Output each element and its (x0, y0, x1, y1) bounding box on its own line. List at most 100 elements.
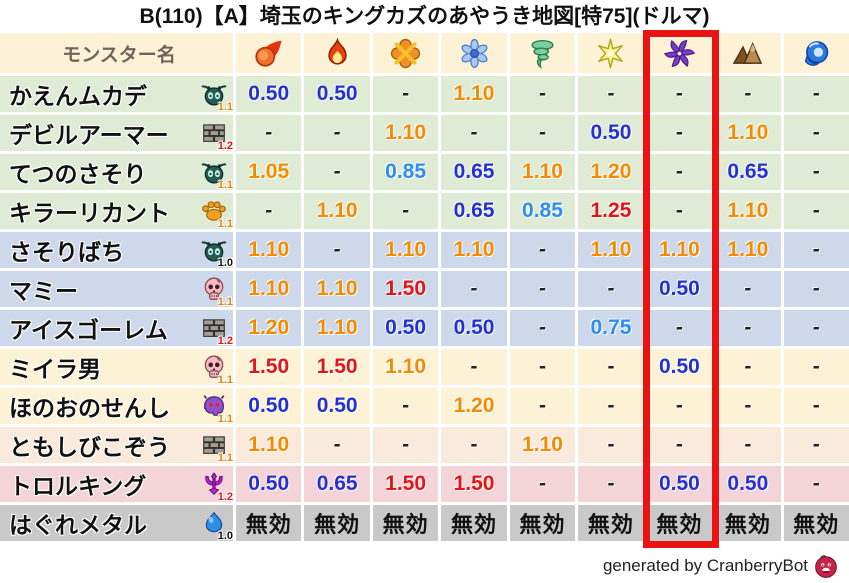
resistance-value-cell: - (646, 388, 713, 424)
resistance-value-cell: - (372, 427, 439, 463)
monster-name-cell: さそりばち 1.0 (0, 232, 233, 268)
resistance-value-cell: 無効 (236, 505, 302, 541)
bug-icon: 1.0 (199, 235, 233, 268)
element-header-snowflake (441, 33, 507, 73)
bug-icon: 1.1 (199, 157, 233, 190)
resistance-value-cell: - (783, 115, 849, 151)
element-header-fireball (236, 33, 302, 73)
tornado-icon (527, 38, 558, 69)
brick-icon: 1.2 (199, 313, 233, 346)
paw-icon: 1.1 (199, 196, 233, 229)
resistance-value-cell: 1.10 (715, 115, 781, 151)
resistance-value-cell: - (372, 388, 439, 424)
monster-name-cell: トロルキング 1.2 (0, 466, 233, 502)
monster-name-cell: デビルアーマー 1.2 (0, 115, 233, 151)
resistance-value-cell: - (441, 115, 507, 151)
resistance-value-cell: 0.85 (372, 154, 439, 190)
resistance-value-cell: - (509, 271, 576, 307)
monster-name: かえんムカデ (9, 83, 147, 109)
fireball-icon (253, 38, 284, 69)
monster-name: ミイラ男 (9, 356, 101, 382)
monster-row: キラーリカント 1.1-1.10-0.65 0.85 1.25-1.10- (0, 193, 849, 229)
monster-row: ミイラ男 1.1 1.50 1.50 1.10- - -0.50- - (0, 349, 849, 385)
resistance-value-cell: 1.20 (236, 310, 302, 346)
resistance-value-cell: - (646, 427, 713, 463)
cranberry-icon (813, 553, 839, 579)
resistance-value-cell: 0.50 (236, 388, 302, 424)
resistance-value-cell: - (578, 427, 644, 463)
resistance-value-cell: 0.50 (304, 388, 370, 424)
resistance-value-cell: 無効 (646, 505, 713, 541)
resistance-value-cell: - (783, 466, 849, 502)
demon-icon: 1.1 (199, 391, 233, 424)
resistance-value-cell: 0.50 (372, 310, 439, 346)
resistance-value-cell: - (646, 76, 713, 112)
monster-name: デビルアーマー (9, 122, 169, 148)
monster-name: トロルキング (9, 473, 147, 499)
resistance-value-cell: - (783, 232, 849, 268)
resistance-value-cell: 0.50 (715, 466, 781, 502)
resistance-value-cell: 0.50 (646, 271, 713, 307)
brick-icon: 1.1 (199, 430, 233, 463)
resistance-value-cell: - (646, 115, 713, 151)
brick-icon: 1.2 (199, 118, 233, 151)
monster-name: アイスゴーレム (9, 317, 168, 343)
monster-name-cell: アイスゴーレム 1.2 (0, 310, 233, 346)
monster-name: ほのおのせんし (9, 395, 170, 421)
monster-row: マミー 1.1 1.10 1.10 1.50- - -0.50- - (0, 271, 849, 307)
resistance-value-cell: - (304, 154, 370, 190)
resistance-value-cell: - (578, 466, 644, 502)
resistance-value-cell: - (783, 427, 849, 463)
monster-name-cell: てつのさそり 1.1 (0, 154, 233, 190)
resistance-value-cell: - (509, 232, 576, 268)
skull-icon: 1.1 (199, 352, 233, 385)
monster-name: さそりばち (9, 239, 124, 265)
resistance-value-cell: 1.10 (441, 76, 507, 112)
resistance-value-cell: 無効 (372, 505, 439, 541)
monster-row: さそりばち 1.0 1.10-1.10 1.10-1.10 1.10 1.10- (0, 232, 849, 268)
spark-icon (595, 38, 626, 69)
resistance-value-cell: - (509, 349, 576, 385)
resistance-value-cell: - (509, 466, 576, 502)
family-rate-badge: 1.1 (217, 179, 233, 190)
resistance-value-cell: 1.10 (236, 427, 302, 463)
resistance-value-cell: - (783, 388, 849, 424)
element-header-mountain (715, 33, 781, 73)
monster-name: てつのさそり (9, 161, 147, 187)
resistance-value-cell: - (304, 427, 370, 463)
element-header-flame (304, 33, 370, 73)
resistance-value-cell: 0.65 (715, 154, 781, 190)
resistance-value-cell: - (646, 193, 713, 229)
footer: generated by CranberryBot (603, 553, 839, 579)
bug-icon: 1.1 (199, 79, 233, 112)
resistance-value-cell: 1.50 (372, 466, 439, 502)
resistance-value-cell: 0.50 (578, 115, 644, 151)
resistance-value-cell: - (715, 271, 781, 307)
resistance-value-cell: 1.25 (578, 193, 644, 229)
resistance-value-cell: 1.10 (509, 154, 576, 190)
resistance-value-cell: 無効 (715, 505, 781, 541)
resistance-value-cell: 0.65 (441, 154, 507, 190)
resistance-value-cell: 0.50 (441, 310, 507, 346)
pinwheel-icon (664, 38, 695, 69)
resistance-value-cell: 1.10 (715, 232, 781, 268)
resistance-value-cell: 0.50 (646, 466, 713, 502)
family-rate-badge: 1.1 (217, 218, 233, 229)
resistance-value-cell: 1.10 (509, 427, 576, 463)
family-rate-badge: 1.2 (217, 140, 233, 151)
wave-icon (801, 38, 832, 69)
monster-name: ともしびこぞう (9, 434, 170, 460)
slime-icon: 1.0 (199, 508, 233, 541)
resistance-value-cell: 1.10 (578, 232, 644, 268)
flame-icon (322, 38, 353, 69)
resistance-value-cell: 1.10 (715, 193, 781, 229)
resistance-value-cell: - (372, 76, 439, 112)
resistance-value-cell: - (236, 193, 302, 229)
resistance-value-cell: - (715, 349, 781, 385)
monster-row: かえんムカデ 1.1 0.50 0.50-1.10- - - - - (0, 76, 849, 112)
resistance-value-cell: 0.50 (236, 76, 302, 112)
resistance-value-cell: - (715, 76, 781, 112)
family-rate-badge: 1.0 (217, 257, 233, 268)
mountain-icon (732, 38, 763, 69)
